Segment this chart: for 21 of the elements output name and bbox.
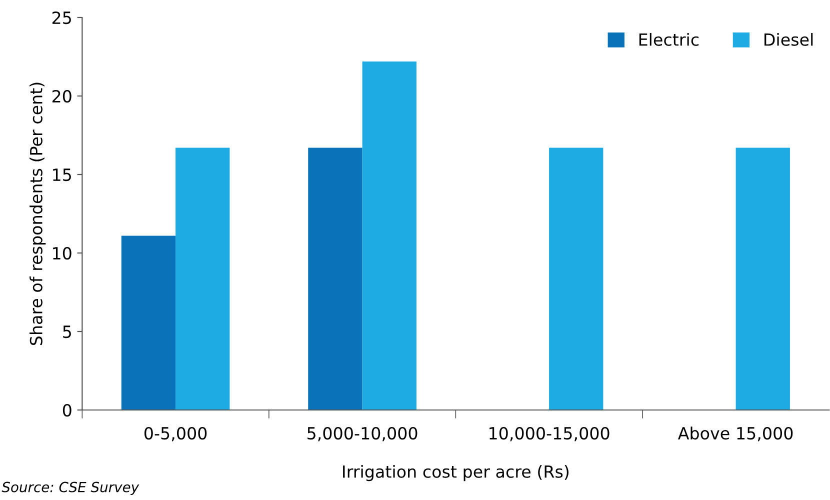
bar <box>121 236 176 410</box>
y-tick-label: 0 <box>62 404 72 417</box>
x-tick-label: 5,000-10,000 <box>308 426 418 442</box>
legend-label: Electric <box>639 33 699 46</box>
y-tick-label: 5 <box>63 326 71 338</box>
bar <box>362 61 416 410</box>
x-tick-label: 0-5,000 <box>144 426 207 442</box>
y-tick-label: 15 <box>53 168 71 182</box>
y-tick-label: 25 <box>52 11 71 24</box>
bar <box>736 148 790 410</box>
y-tick-label: 20 <box>52 90 72 103</box>
y-axis-title: Share of respondents (Per cent) <box>30 82 46 346</box>
x-tick-label: Above 15,000 <box>678 426 793 442</box>
bar <box>176 148 230 410</box>
x-axis-title: Irrigation cost per acre (Rs) <box>343 465 568 482</box>
y-tick-label: 10 <box>53 246 72 260</box>
bar <box>308 148 362 410</box>
source-note: Source: CSE Survey <box>2 482 140 495</box>
legend-label: Diesel <box>764 33 813 46</box>
x-tick-label: 10,000-15,000 <box>490 426 610 442</box>
bar <box>549 148 604 410</box>
